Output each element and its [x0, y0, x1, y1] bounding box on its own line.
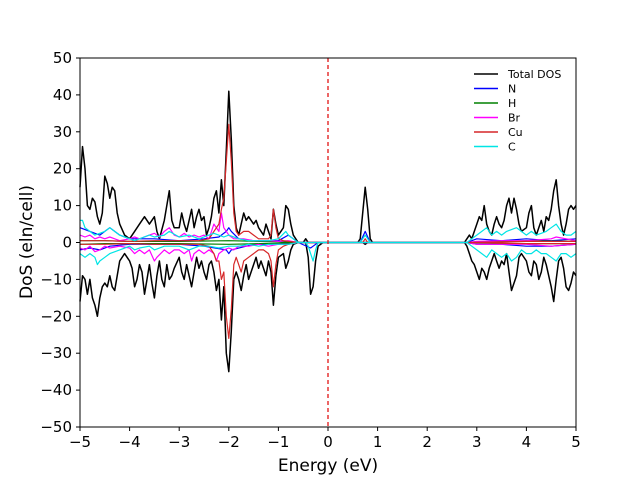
series-layer — [79, 90, 577, 373]
x-tick-label: 1 — [373, 433, 383, 451]
x-tick-label: −4 — [119, 433, 141, 451]
series-c-up — [80, 219, 577, 244]
x-tick-label: 2 — [422, 433, 432, 451]
legend-label-c: C — [508, 141, 516, 154]
x-tick-label: −3 — [168, 433, 190, 451]
y-tick-label: −10 — [40, 270, 72, 288]
y-axis-ticks: −50 −40 −30 −20 −10 0 10 20 30 40 50 — [40, 49, 80, 436]
x-tick-label: 0 — [323, 433, 333, 451]
x-tick-label: 3 — [472, 433, 482, 451]
y-tick-label: 50 — [53, 49, 72, 67]
y-axis-label: DoS (eln/cell) — [17, 185, 37, 299]
legend-label-n: N — [508, 83, 516, 96]
y-tick-label: −30 — [40, 344, 72, 362]
legend-label-cu: Cu — [508, 126, 523, 139]
x-tick-label: −2 — [218, 433, 240, 451]
x-tick-label: −1 — [267, 433, 289, 451]
y-tick-label: 30 — [53, 123, 72, 141]
x-tick-label: −5 — [69, 433, 91, 451]
y-tick-label: 40 — [53, 86, 72, 104]
x-tick-label: 5 — [571, 433, 581, 451]
y-tick-label: 10 — [53, 197, 72, 215]
y-tick-label: −20 — [40, 307, 72, 325]
y-tick-label: −40 — [40, 381, 72, 399]
x-axis-ticks: −5 −4 −3 −2 −1 0 1 2 3 4 5 — [69, 427, 581, 451]
series-c-down — [79, 241, 577, 266]
legend-label-h: H — [508, 97, 516, 110]
y-tick-label: −50 — [40, 418, 72, 436]
series-total-dos-down — [79, 241, 577, 373]
x-axis-label: Energy (eV) — [278, 456, 378, 476]
x-tick-label: 4 — [522, 433, 532, 451]
y-tick-label: 20 — [53, 160, 72, 178]
legend-label-total-dos: Total DOS — [507, 68, 561, 81]
legend-label-br: Br — [508, 112, 521, 125]
y-tick-label: 0 — [62, 234, 72, 252]
